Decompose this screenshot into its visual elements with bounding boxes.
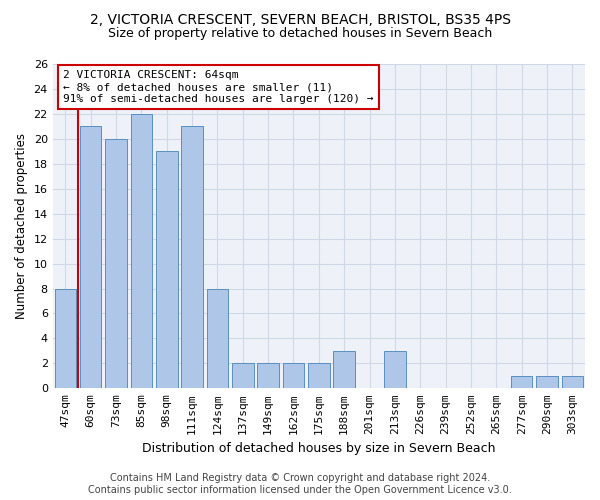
Bar <box>562 376 583 388</box>
Bar <box>80 126 101 388</box>
Bar <box>334 351 355 389</box>
Text: 2, VICTORIA CRESCENT, SEVERN BEACH, BRISTOL, BS35 4PS: 2, VICTORIA CRESCENT, SEVERN BEACH, BRIS… <box>89 12 511 26</box>
Bar <box>105 139 127 388</box>
Bar <box>181 126 203 388</box>
Bar <box>232 364 254 388</box>
Text: Size of property relative to detached houses in Severn Beach: Size of property relative to detached ho… <box>108 28 492 40</box>
Y-axis label: Number of detached properties: Number of detached properties <box>15 133 28 319</box>
Bar <box>536 376 558 388</box>
Bar <box>283 364 304 388</box>
Bar <box>308 364 329 388</box>
Bar <box>156 152 178 388</box>
Bar <box>257 364 279 388</box>
Bar <box>206 288 228 388</box>
Bar <box>384 351 406 389</box>
X-axis label: Distribution of detached houses by size in Severn Beach: Distribution of detached houses by size … <box>142 442 496 455</box>
Text: 2 VICTORIA CRESCENT: 64sqm
← 8% of detached houses are smaller (11)
91% of semi-: 2 VICTORIA CRESCENT: 64sqm ← 8% of detac… <box>64 70 374 104</box>
Bar <box>131 114 152 388</box>
Bar <box>55 288 76 388</box>
Bar <box>511 376 532 388</box>
Text: Contains HM Land Registry data © Crown copyright and database right 2024.
Contai: Contains HM Land Registry data © Crown c… <box>88 474 512 495</box>
